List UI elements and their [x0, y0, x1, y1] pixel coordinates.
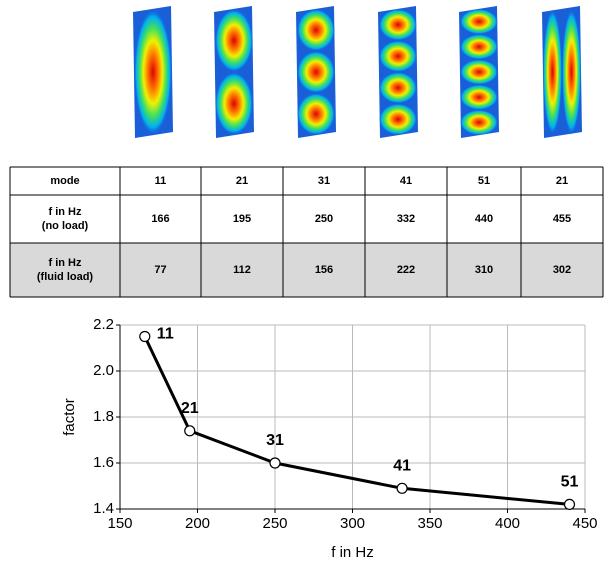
- table-cell: 31: [318, 175, 330, 187]
- point-label: 31: [266, 432, 284, 449]
- point: [396, 482, 408, 494]
- mode-lobe: [379, 103, 417, 135]
- x-tick-label: 350: [417, 515, 442, 532]
- table-cell: 222: [397, 264, 415, 276]
- mode-lobe: [379, 9, 417, 41]
- y-tick-label: 2.2: [93, 316, 114, 333]
- table-cell: f in Hz (fluid load): [37, 257, 94, 283]
- table-cell: 332: [397, 213, 415, 225]
- table-cell: 302: [553, 264, 571, 276]
- chart: 1.4 1.6 1.8 2.0 2.2 150 200 250 300 350 400 450 f in…: [61, 316, 598, 561]
- point-label: 41: [393, 458, 411, 475]
- x-tick-label: 450: [572, 515, 597, 532]
- point: [139, 330, 151, 343]
- table-cell: 195: [233, 213, 251, 225]
- mode-lobe: [562, 9, 581, 135]
- mode-lobe: [134, 9, 172, 135]
- mode-lobe: [297, 9, 335, 51]
- mode-lobe: [379, 40, 417, 72]
- table-cell: mode: [50, 175, 79, 187]
- table-cell: 440: [475, 213, 493, 225]
- y-tick-label: 2.0: [93, 362, 114, 379]
- table-cell: 166: [151, 213, 169, 225]
- table-cell: 156: [315, 264, 333, 276]
- table-cell: f in Hz (no load): [42, 206, 89, 232]
- y-tick-label: 1.4: [93, 500, 114, 517]
- mode-lobe: [215, 72, 253, 135]
- mode-shapes: [133, 6, 582, 138]
- table-cell: 455: [553, 213, 571, 225]
- table-cell: 112: [233, 264, 251, 276]
- y-axis-label: factor: [61, 398, 78, 436]
- y-tick-label: 1.8: [93, 408, 114, 425]
- mode-lobe: [460, 84, 498, 110]
- mode-lobe: [460, 9, 498, 35]
- table-cell: 51: [478, 175, 490, 187]
- table-cell: 77: [154, 264, 166, 276]
- point: [184, 425, 196, 437]
- y-tick-label: 1.6: [93, 454, 114, 471]
- table-cell: 21: [236, 175, 248, 187]
- mode-lobe: [297, 51, 335, 93]
- x-tick-label: 200: [185, 515, 210, 532]
- mode-lobe: [215, 9, 253, 72]
- x-tick-label: 150: [107, 515, 132, 532]
- table-cell: 250: [315, 213, 333, 225]
- mode-lobe: [460, 34, 498, 60]
- x-tick-label: 400: [495, 515, 520, 532]
- table-cell: 41: [400, 175, 412, 187]
- row-shade: [10, 243, 603, 297]
- x-axis-label: f in Hz: [331, 544, 374, 561]
- mode-lobe: [379, 72, 417, 104]
- mode-lobe: [460, 59, 498, 85]
- table-cell: 310: [475, 264, 493, 276]
- point: [269, 457, 281, 469]
- point: [563, 498, 576, 510]
- table-cell: 11: [155, 175, 167, 187]
- point-label: 11: [157, 326, 174, 343]
- x-tick-label: 250: [262, 515, 287, 532]
- line: [143, 335, 570, 506]
- x-tick-label: 300: [340, 515, 365, 532]
- mode-lobe: [460, 109, 498, 135]
- mode-lobe: [297, 93, 335, 135]
- table-cell: 21: [556, 175, 568, 187]
- point-label: 21: [181, 400, 199, 417]
- table: mode 11 21 31 41 51 21 f in Hz (no load) 166 195 25…: [9, 166, 604, 298]
- mode-lobe: [543, 9, 562, 135]
- point-label: 51: [561, 474, 579, 491]
